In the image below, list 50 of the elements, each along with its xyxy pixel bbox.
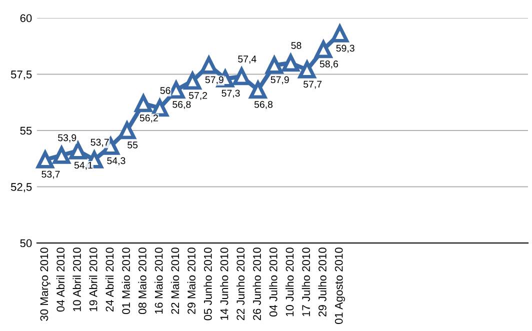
data-label: 59,3 xyxy=(336,44,354,53)
data-label: 58,6 xyxy=(320,60,338,69)
point xyxy=(134,94,152,112)
x-tick-label: 26 Junho 2010 xyxy=(252,248,261,320)
x-tick-label: 17 Julho 2010 xyxy=(302,248,310,316)
data-label: 54,3 xyxy=(107,157,126,166)
data-label: 57,9 xyxy=(205,76,224,84)
x-tick-label: 01 Maio 2010 xyxy=(122,248,130,314)
x-tick-label: 04 Abril 2010 xyxy=(56,248,65,312)
y-tick-label: 50 xyxy=(20,239,32,248)
y-tick-label: 57,5 xyxy=(10,70,32,80)
data-label: 57,2 xyxy=(188,92,208,100)
y-tick-label: 60 xyxy=(20,14,32,22)
data-label: 54,1 xyxy=(74,162,92,170)
x-tick-label: 10 Abril 2010 xyxy=(72,248,81,312)
point xyxy=(118,122,136,140)
x-tick-label: 29 Maio 2010 xyxy=(187,248,196,314)
x-tick-label: 08 Maio 2010 xyxy=(138,248,146,314)
x-tick-label: 24 Abril 2010 xyxy=(105,248,114,312)
x-tick-label: 14 Junho 2010 xyxy=(220,248,228,320)
y-tick-label: 55 xyxy=(20,126,32,135)
x-tick-label: 01 Agosto 2010 xyxy=(334,248,345,324)
y-tick-label: 52,5 xyxy=(10,183,32,192)
point xyxy=(184,72,202,90)
x-tick-label: 22 Junho 2010 xyxy=(236,248,245,320)
data-label: 53,9 xyxy=(58,134,76,142)
data-label: 53,7 xyxy=(90,138,109,147)
data-label: 57,3 xyxy=(222,90,240,98)
data-label: 56,8 xyxy=(254,101,273,110)
x-tick-label: 04 Julho 2010 xyxy=(269,248,278,317)
x-tick-label: 05 Junho 2010 xyxy=(204,248,212,320)
data-label: 55 xyxy=(128,142,138,148)
point xyxy=(232,68,250,86)
data-label: 57,4 xyxy=(238,56,256,64)
data-label: 56,8 xyxy=(172,101,191,110)
data-label: 57,9 xyxy=(270,76,289,84)
x-tick-label: 30 Março 2010 xyxy=(40,248,50,321)
data-label: 56,2 xyxy=(140,114,158,123)
x-tick-label: 16 Maio 2010 xyxy=(154,248,163,314)
point xyxy=(314,40,332,58)
x-tick-label: 29 Julho 2010 xyxy=(318,248,326,316)
data-label: 57,7 xyxy=(304,80,322,89)
data-label: 53,7 xyxy=(42,170,60,179)
data-label: 56 xyxy=(160,87,170,94)
x-tick-label: 10 Julho 2010 xyxy=(286,248,294,316)
point xyxy=(249,81,267,99)
x-tick-label: 22 Maio 2010 xyxy=(170,248,180,314)
point xyxy=(282,54,300,72)
data-label: 58 xyxy=(291,42,302,49)
x-tick-label: 19 Abril 2010 xyxy=(89,248,98,312)
